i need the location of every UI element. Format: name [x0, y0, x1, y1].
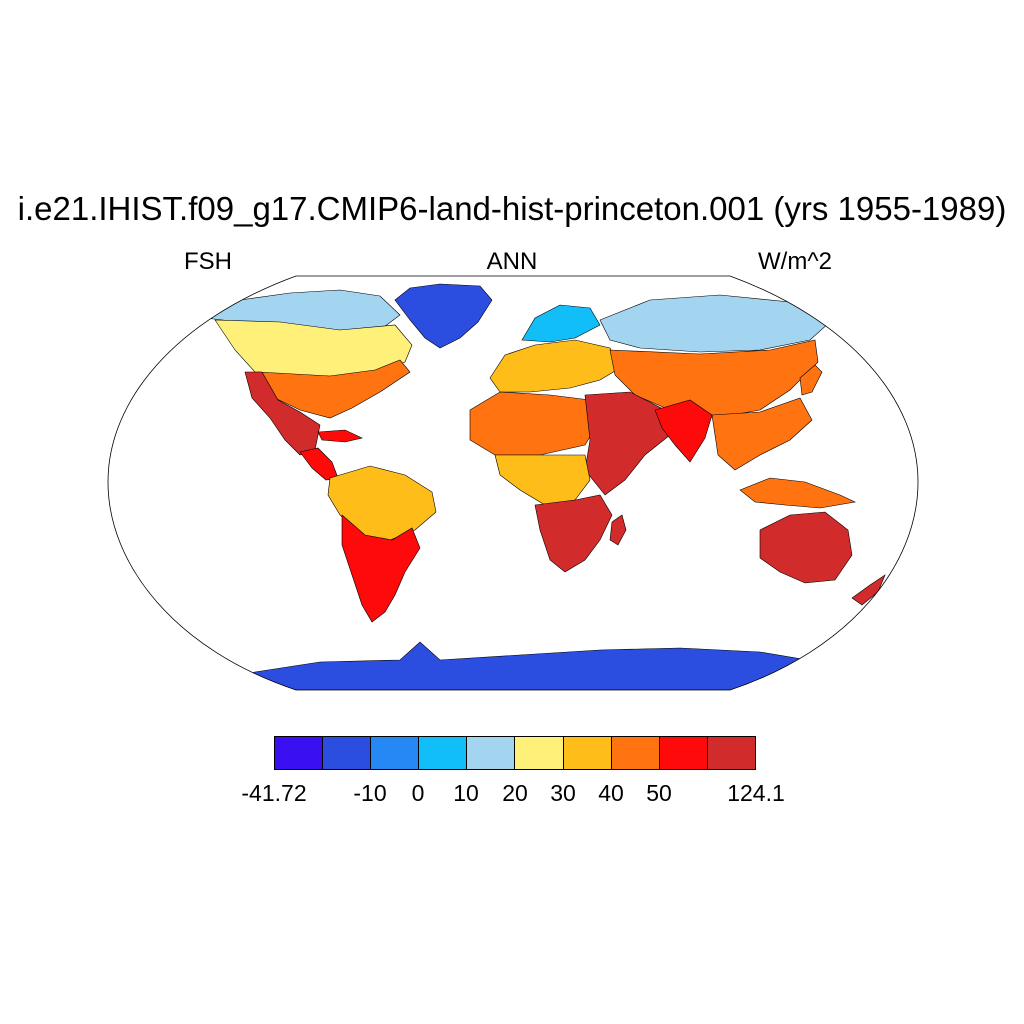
region-siberia: [599, 294, 831, 353]
region-indonesia: [739, 477, 856, 509]
colorbar-bin: [467, 737, 516, 769]
variable-label: FSH: [184, 248, 232, 275]
colorbar-bin: [659, 737, 708, 769]
region-japan: [799, 364, 823, 396]
colorbar-bin: [563, 737, 612, 769]
colorbar: [274, 736, 756, 770]
region-central-africa: [494, 454, 591, 506]
region-southeast-asia: [711, 397, 813, 471]
colorbar-label: -10: [353, 780, 387, 806]
map-border: [107, 275, 919, 691]
region-antarctica: [199, 641, 881, 690]
region-southern-africa: [534, 494, 613, 573]
colorbar-label: 20: [502, 780, 528, 806]
land-layer: [199, 283, 886, 690]
region-new-zealand: [851, 574, 886, 606]
plot-title: i.e21.IHIST.f09_g17.CMIP6-land-hist-prin…: [17, 190, 1007, 227]
region-amazon: [327, 465, 437, 541]
region-india: [654, 399, 713, 463]
colorbar-label: 10: [453, 780, 479, 806]
season-label: ANN: [486, 248, 538, 275]
region-east-africa-arabia: [584, 391, 671, 496]
colorbar-bin: [611, 737, 660, 769]
region-madagascar: [609, 514, 627, 546]
colorbar-label: 40: [598, 780, 624, 806]
colorbar-bin: [323, 737, 372, 769]
region-australia: [759, 511, 853, 584]
region-caribbean: [317, 429, 363, 443]
region-scandinavia: [521, 304, 601, 343]
colorbar-bin: [419, 737, 468, 769]
region-central-america: [299, 447, 339, 481]
region-united-states: [257, 359, 411, 419]
colorbar-bin: [707, 737, 755, 769]
region-sahara: [469, 391, 601, 456]
region-south-south-america: [341, 514, 421, 623]
colorbar-label: 50: [646, 780, 672, 806]
region-greenland: [394, 283, 493, 349]
colorbar-bin: [371, 737, 420, 769]
colorbar-bin: [515, 737, 564, 769]
colorbar-label-max: 124.1: [727, 780, 785, 806]
colorbar-label: 30: [550, 780, 576, 806]
region-central-asia: [609, 339, 819, 419]
colorbar-label-min: -41.72: [241, 780, 307, 806]
region-europe: [489, 339, 621, 393]
colorbar-bin: [275, 737, 324, 769]
units-label: W/m^2: [758, 248, 832, 275]
colorbar-label: 0: [411, 780, 425, 806]
